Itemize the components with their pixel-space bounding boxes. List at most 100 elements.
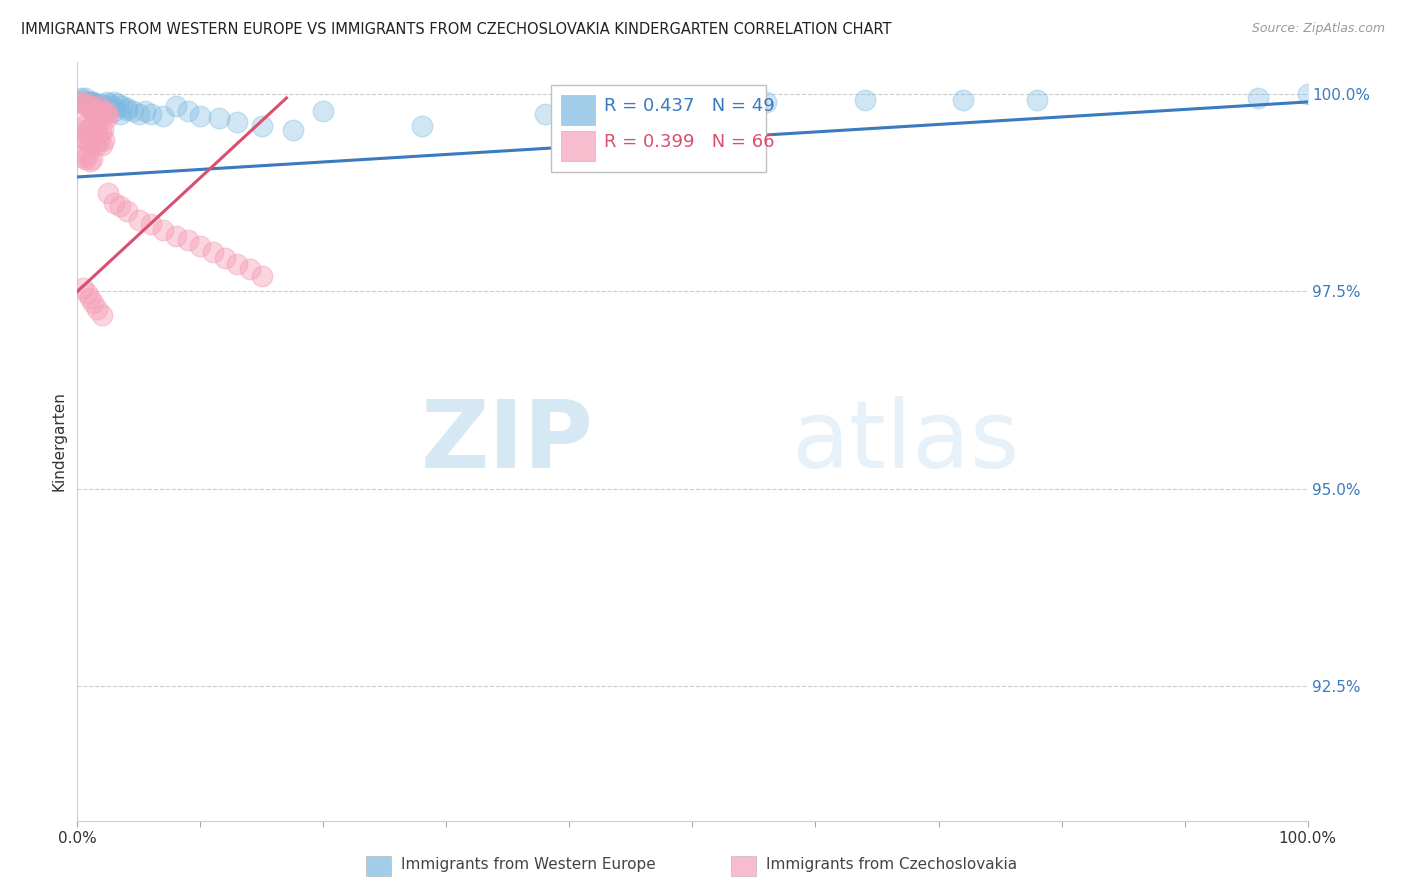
Point	[73, 91, 96, 105]
Point	[853, 93, 876, 107]
Point	[96, 111, 118, 125]
Point	[411, 119, 433, 133]
Point	[73, 152, 96, 166]
Y-axis label: Kindergarten: Kindergarten	[51, 392, 66, 491]
Point	[70, 95, 93, 109]
Point	[115, 203, 138, 218]
Point	[98, 96, 121, 111]
Point	[76, 148, 98, 162]
Text: ZIP: ZIP	[422, 395, 595, 488]
Point	[87, 103, 110, 117]
Point	[86, 138, 108, 153]
Point	[76, 96, 98, 111]
Point	[165, 229, 187, 244]
Point	[177, 233, 200, 247]
Text: Immigrants from Western Europe: Immigrants from Western Europe	[401, 857, 655, 872]
Point	[141, 218, 163, 232]
Point	[82, 95, 104, 109]
Point	[72, 280, 94, 294]
Point	[84, 96, 107, 111]
Point	[82, 99, 104, 113]
Point	[103, 95, 125, 109]
Point	[97, 101, 120, 115]
Point	[82, 296, 104, 310]
Point	[72, 120, 94, 135]
FancyBboxPatch shape	[551, 85, 766, 172]
Point	[90, 104, 114, 119]
Text: R = 0.399   N = 66: R = 0.399 N = 66	[605, 133, 775, 151]
Point	[103, 104, 125, 119]
Point	[226, 114, 249, 128]
Point	[87, 99, 110, 113]
Point	[87, 128, 110, 142]
Point	[72, 96, 94, 111]
Point	[76, 286, 98, 301]
Point	[91, 99, 114, 113]
Point	[165, 99, 187, 113]
Point	[101, 99, 124, 113]
Point	[97, 107, 120, 121]
Point	[188, 238, 212, 252]
Point	[1296, 87, 1319, 101]
Text: atlas: atlas	[792, 395, 1019, 488]
Point	[90, 96, 112, 111]
Bar	[561, 130, 595, 161]
Point	[86, 107, 108, 121]
Point	[111, 99, 132, 113]
Point	[79, 99, 101, 113]
Point	[239, 262, 262, 277]
Point	[107, 96, 129, 111]
Point	[72, 93, 94, 107]
Point	[1026, 93, 1049, 107]
Point	[86, 101, 108, 115]
Text: IMMIGRANTS FROM WESTERN EUROPE VS IMMIGRANTS FROM CZECHOSLOVAKIA KINDERGARTEN CO: IMMIGRANTS FROM WESTERN EUROPE VS IMMIGR…	[21, 22, 891, 37]
Point	[214, 252, 236, 266]
Point	[79, 136, 101, 150]
Point	[77, 125, 100, 139]
Point	[208, 111, 231, 125]
Point	[312, 104, 335, 119]
Point	[595, 95, 617, 109]
Point	[79, 95, 101, 109]
Point	[121, 104, 143, 119]
Point	[94, 104, 117, 119]
Point	[110, 107, 132, 121]
Point	[82, 127, 104, 141]
Point	[90, 104, 114, 119]
Point	[177, 104, 200, 119]
Text: Source: ZipAtlas.com: Source: ZipAtlas.com	[1251, 22, 1385, 36]
Point	[90, 137, 114, 152]
Point	[70, 130, 93, 145]
Point	[76, 135, 98, 149]
Point	[250, 119, 273, 133]
Point	[76, 96, 98, 111]
Point	[128, 213, 150, 227]
Point	[91, 122, 114, 136]
Point	[80, 101, 103, 115]
Point	[110, 199, 132, 213]
Point	[103, 196, 125, 211]
Text: Immigrants from Czechoslovakia: Immigrants from Czechoslovakia	[766, 857, 1018, 872]
Point	[90, 107, 112, 121]
Point	[82, 103, 104, 117]
Point	[250, 268, 273, 283]
Point	[82, 104, 104, 119]
Point	[152, 109, 174, 123]
Point	[79, 154, 101, 169]
Point	[84, 104, 107, 119]
Point	[75, 99, 97, 113]
Point	[90, 308, 114, 322]
Point	[93, 133, 115, 147]
Point	[91, 109, 114, 123]
Point	[201, 244, 224, 259]
Point	[82, 95, 104, 109]
Point	[75, 122, 97, 136]
Point	[90, 125, 112, 139]
Point	[79, 291, 101, 305]
Point	[70, 91, 93, 105]
Point	[70, 119, 93, 133]
Point	[281, 122, 304, 136]
Point	[73, 133, 96, 147]
Point	[83, 107, 105, 121]
Point	[952, 93, 974, 107]
